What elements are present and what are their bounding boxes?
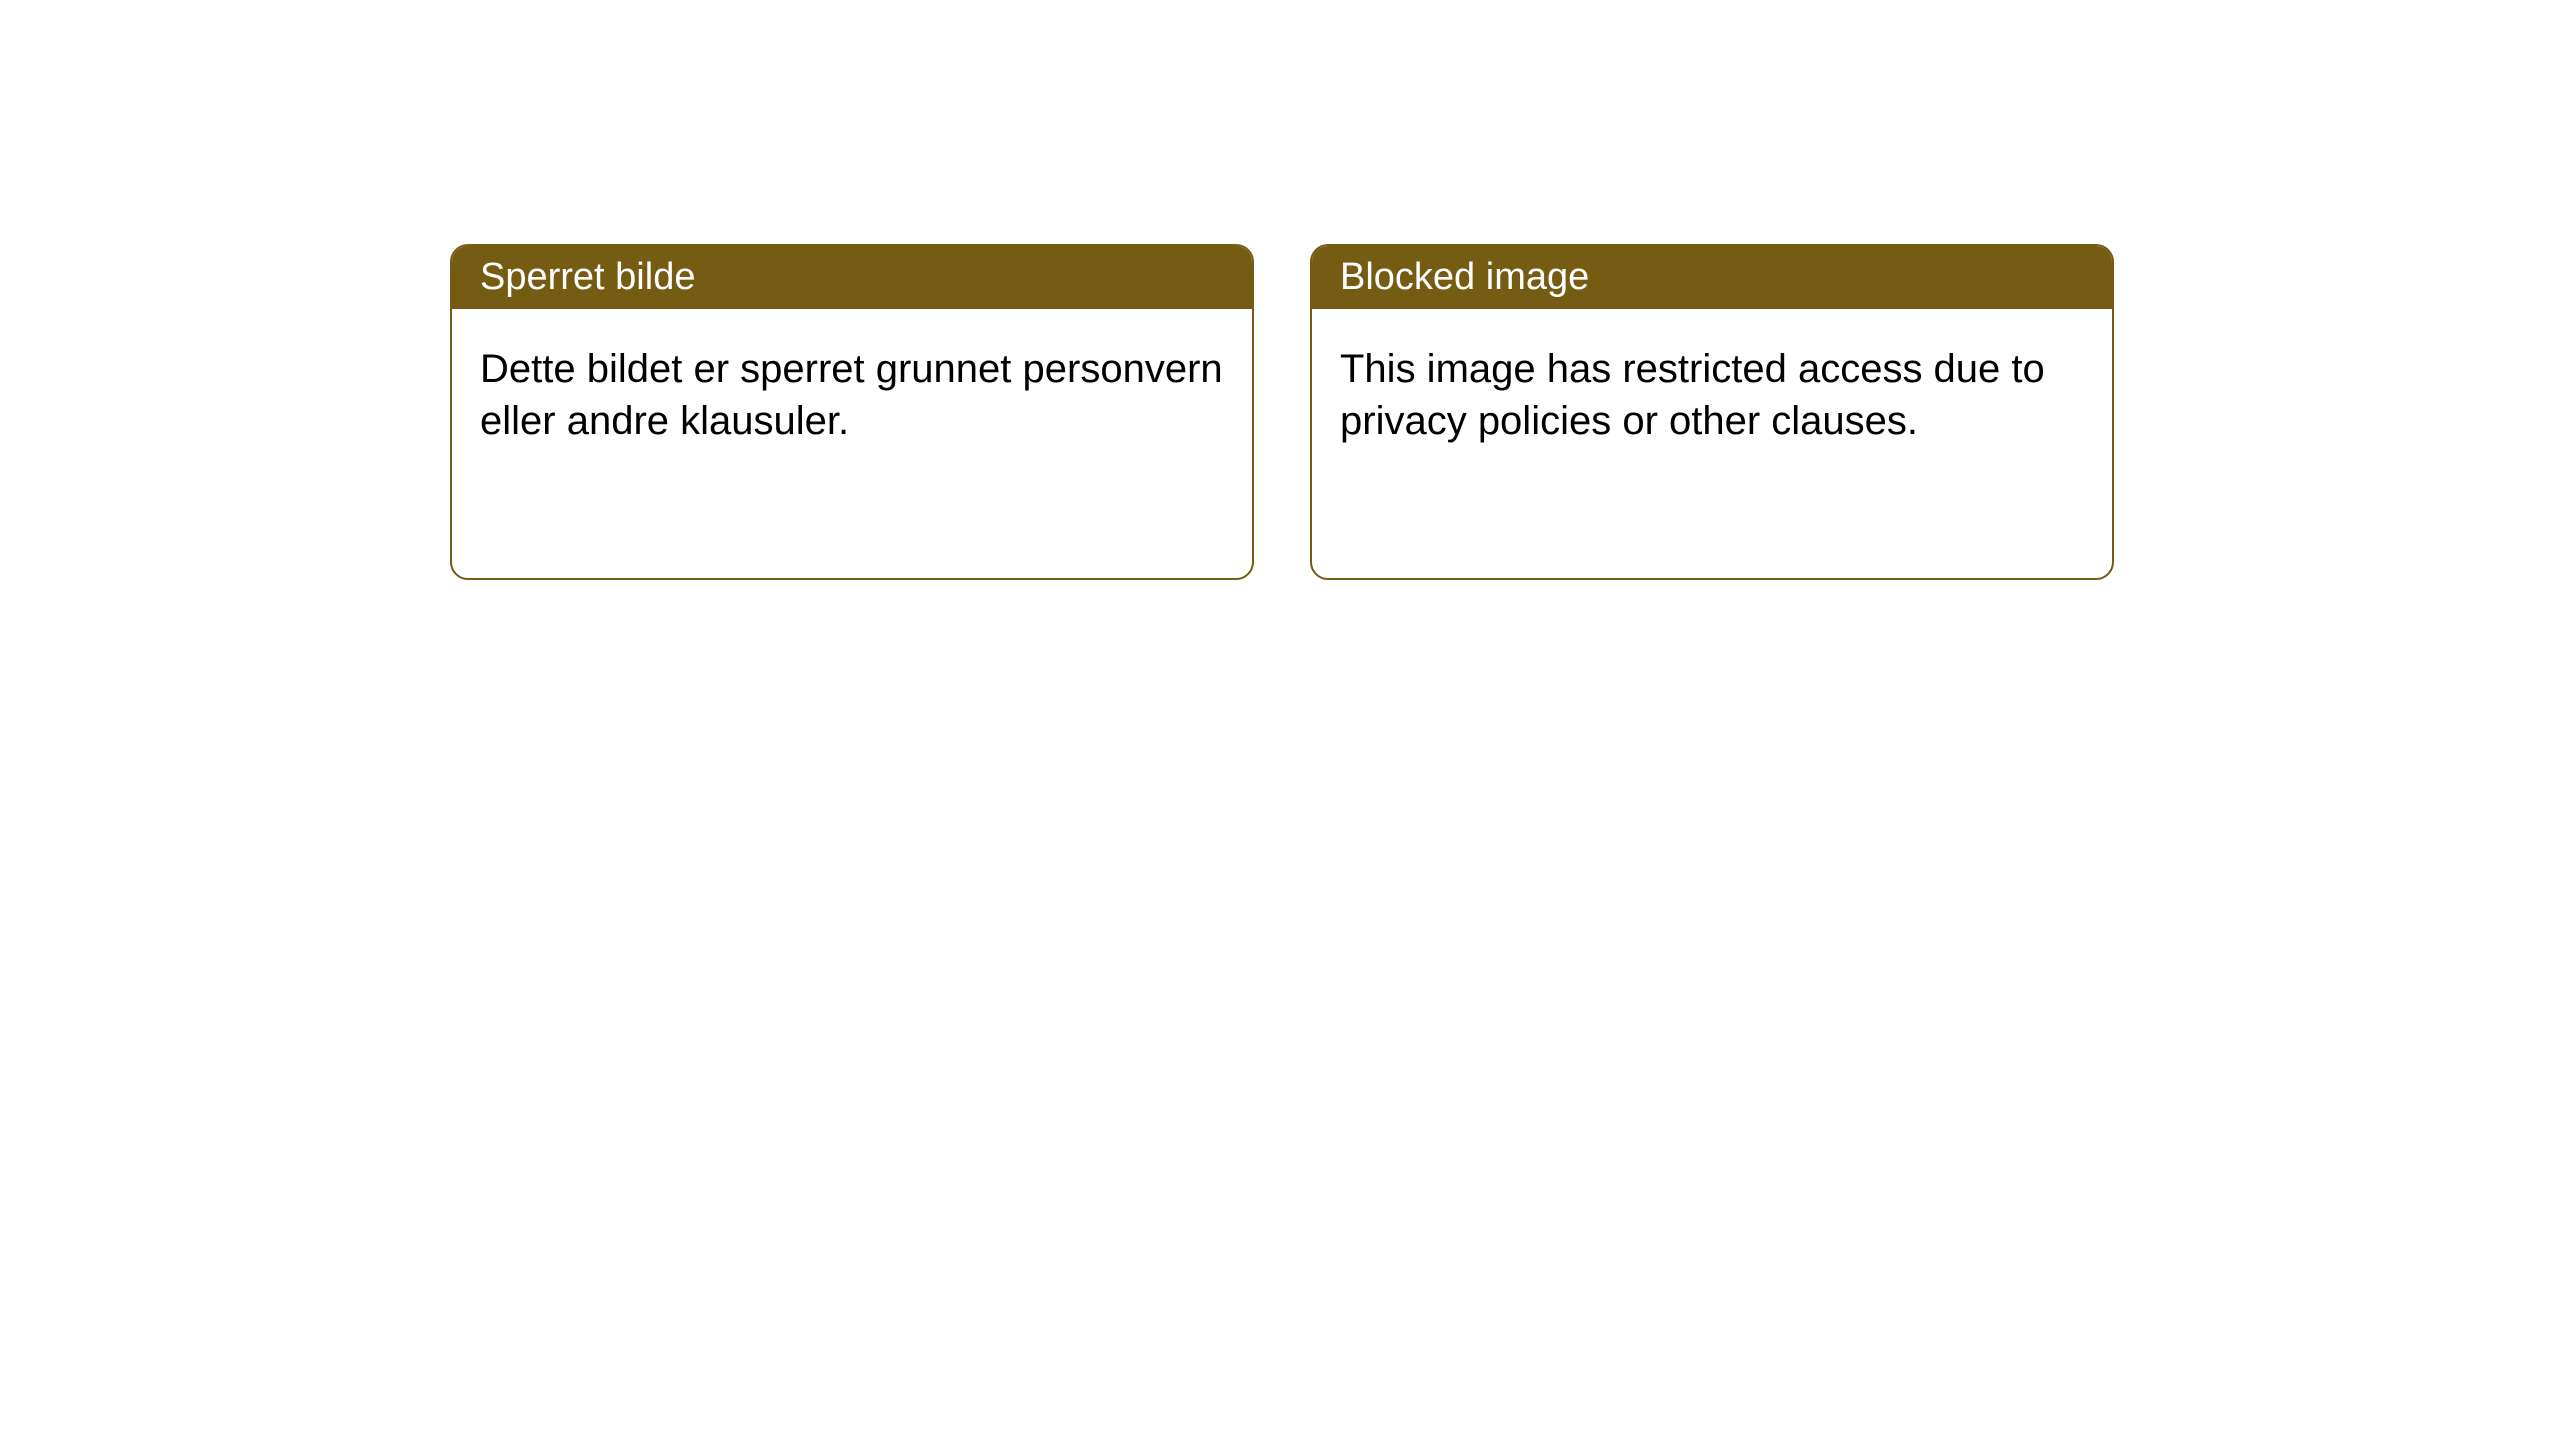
notice-body: Dette bildet er sperret grunnet personve… (452, 309, 1252, 481)
notice-header: Sperret bilde (452, 246, 1252, 309)
notice-body: This image has restricted access due to … (1312, 309, 2112, 481)
notice-header: Blocked image (1312, 246, 2112, 309)
notice-container: Sperret bilde Dette bildet er sperret gr… (0, 0, 2560, 580)
notice-box-norwegian: Sperret bilde Dette bildet er sperret gr… (450, 244, 1254, 580)
notice-box-english: Blocked image This image has restricted … (1310, 244, 2114, 580)
